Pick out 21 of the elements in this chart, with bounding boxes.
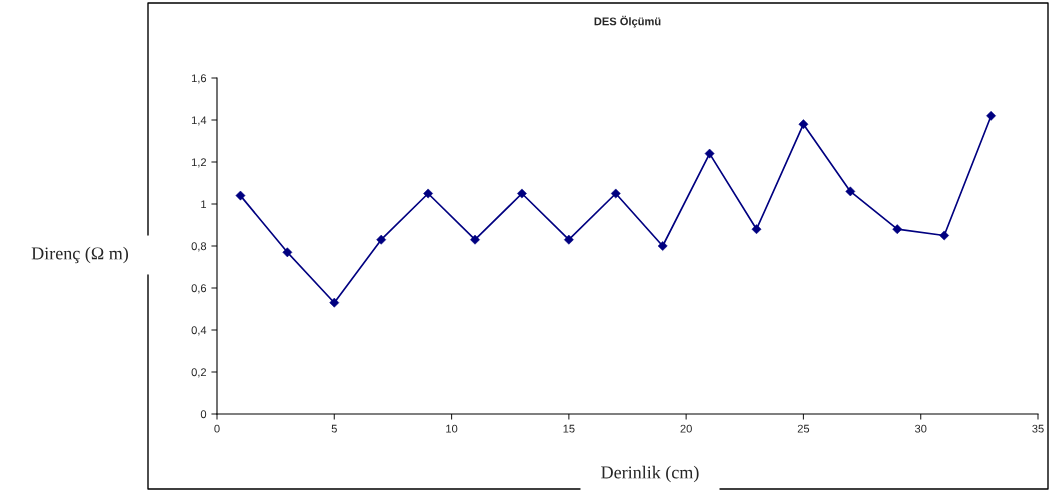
x-tick-label: 10: [446, 424, 458, 433]
y-tick-label: 1: [201, 200, 207, 209]
x-tick-label: 30: [914, 424, 927, 433]
x-tick-label: 35: [1032, 424, 1044, 433]
x-tick-label: 5: [331, 424, 337, 433]
y-tick-label: 0: [200, 410, 207, 419]
point: [329, 297, 340, 308]
x-tick-label: 20: [680, 424, 692, 433]
y-tick-label: 1,6: [191, 74, 207, 84]
y-tick-label: 0,6: [191, 284, 207, 294]
x-tick-label: 25: [797, 424, 810, 433]
y-axis-title: Direnç (Ω m): [31, 246, 129, 264]
x-axis-title: Derinlik (cm): [601, 465, 699, 483]
x-tick-label: 0: [214, 424, 220, 433]
y-tick-label: 1,4: [191, 116, 207, 126]
x-tick-label: 15: [563, 424, 575, 433]
y-tick-label: 0,2: [191, 368, 207, 378]
y-tick-label: 0,4: [191, 326, 207, 336]
y-tick-label: 1,2: [191, 158, 207, 168]
y-tick-label: 0,8: [191, 242, 207, 252]
chart-title: DES Ölçümü: [594, 15, 661, 28]
